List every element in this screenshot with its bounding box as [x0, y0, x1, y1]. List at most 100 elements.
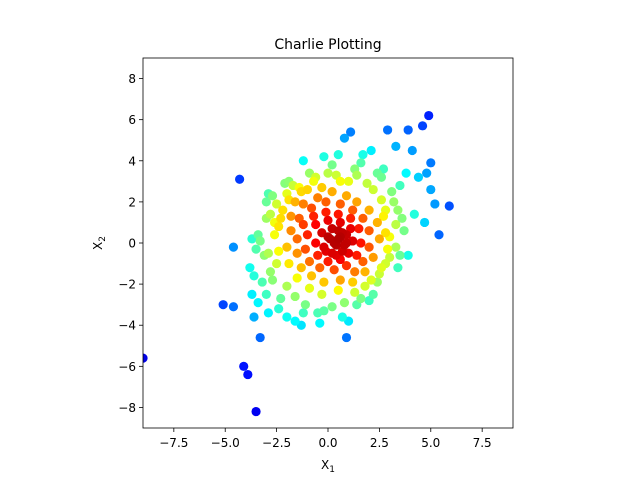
data-point: [358, 213, 368, 223]
data-point: [335, 275, 345, 285]
data-point: [364, 205, 374, 215]
y-tick-label: 0: [128, 237, 136, 251]
data-point: [364, 242, 374, 252]
data-point: [290, 291, 300, 302]
data-point: [356, 238, 366, 248]
data-point: [339, 133, 350, 143]
x-axis-label-main: X: [321, 458, 329, 472]
data-point: [282, 242, 292, 252]
x-tick-label: −5.0: [211, 436, 240, 450]
data-point: [333, 285, 343, 295]
data-point: [358, 150, 368, 160]
data-point: [247, 289, 257, 299]
y-axis-label-subscript: 2: [98, 236, 108, 242]
chart-title: Charlie Plotting: [274, 37, 381, 53]
data-point: [263, 308, 273, 318]
y-tick-label: −6: [118, 360, 136, 374]
data-point: [298, 219, 308, 230]
data-point: [292, 248, 302, 258]
data-point: [339, 298, 350, 308]
y-tick-label: 6: [128, 113, 136, 127]
data-point: [354, 224, 364, 234]
data-point: [368, 184, 378, 195]
data-point: [348, 277, 358, 287]
data-point: [218, 300, 228, 310]
data-point: [346, 127, 356, 137]
data-point: [255, 332, 265, 343]
data-point: [321, 197, 331, 207]
data-point: [356, 158, 366, 168]
x-tick-label: 7.5: [473, 436, 492, 450]
data-point: [306, 203, 317, 213]
data-point: [286, 211, 296, 221]
data-point: [378, 211, 389, 221]
data-point: [337, 312, 347, 322]
data-point: [380, 228, 391, 238]
data-point: [376, 195, 387, 205]
data-point: [274, 304, 284, 314]
data-point: [341, 261, 352, 271]
data-point: [272, 258, 282, 269]
data-point: [245, 263, 255, 273]
data-point: [228, 242, 239, 252]
data-point: [339, 240, 350, 250]
data-point: [267, 191, 278, 201]
data-point: [374, 234, 384, 244]
data-point: [263, 248, 273, 258]
x-axis-label: X1: [321, 458, 335, 475]
data-point: [290, 316, 300, 326]
data-point: [302, 184, 313, 195]
data-point: [403, 250, 413, 260]
data-point: [319, 242, 329, 252]
data-point: [267, 275, 278, 285]
data-point: [352, 170, 362, 180]
data-point: [319, 277, 329, 287]
data-point: [413, 172, 424, 182]
data-point: [407, 145, 417, 156]
data-point: [265, 209, 276, 219]
data-point: [333, 209, 343, 219]
data-point: [387, 187, 397, 197]
data-point: [409, 209, 419, 219]
data-point: [422, 168, 432, 178]
data-point: [327, 187, 337, 197]
data-point: [362, 178, 372, 188]
data-point: [333, 150, 343, 160]
data-point: [251, 406, 261, 417]
data-point: [376, 172, 387, 182]
data-point: [284, 258, 294, 269]
data-point: [255, 236, 265, 246]
data-point: [257, 277, 267, 287]
data-point: [391, 219, 401, 230]
data-point: [261, 197, 271, 207]
data-point: [261, 289, 271, 299]
data-point: [360, 267, 370, 277]
data-point: [282, 312, 292, 322]
data-point: [286, 226, 296, 236]
data-point: [319, 152, 329, 162]
data-point: [356, 293, 366, 304]
data-point: [302, 230, 313, 240]
data-point: [372, 217, 382, 228]
data-point: [368, 252, 378, 262]
data-point: [424, 110, 434, 121]
data-point: [298, 199, 308, 209]
data-point: [313, 250, 323, 260]
data-point: [350, 287, 360, 297]
data-point: [315, 263, 325, 273]
data-point: [401, 168, 411, 178]
data-point: [315, 318, 325, 328]
data-point: [389, 197, 399, 207]
data-point: [311, 238, 321, 248]
data-point: [348, 205, 358, 215]
data-point: [426, 158, 436, 168]
data-point: [249, 312, 259, 322]
y-tick-label: 4: [128, 154, 136, 168]
y-axis-label: X2: [91, 236, 108, 250]
data-point: [282, 281, 292, 291]
data-point: [391, 141, 401, 151]
data-point: [272, 199, 282, 209]
data-point: [383, 125, 393, 135]
data-point: [352, 250, 362, 260]
